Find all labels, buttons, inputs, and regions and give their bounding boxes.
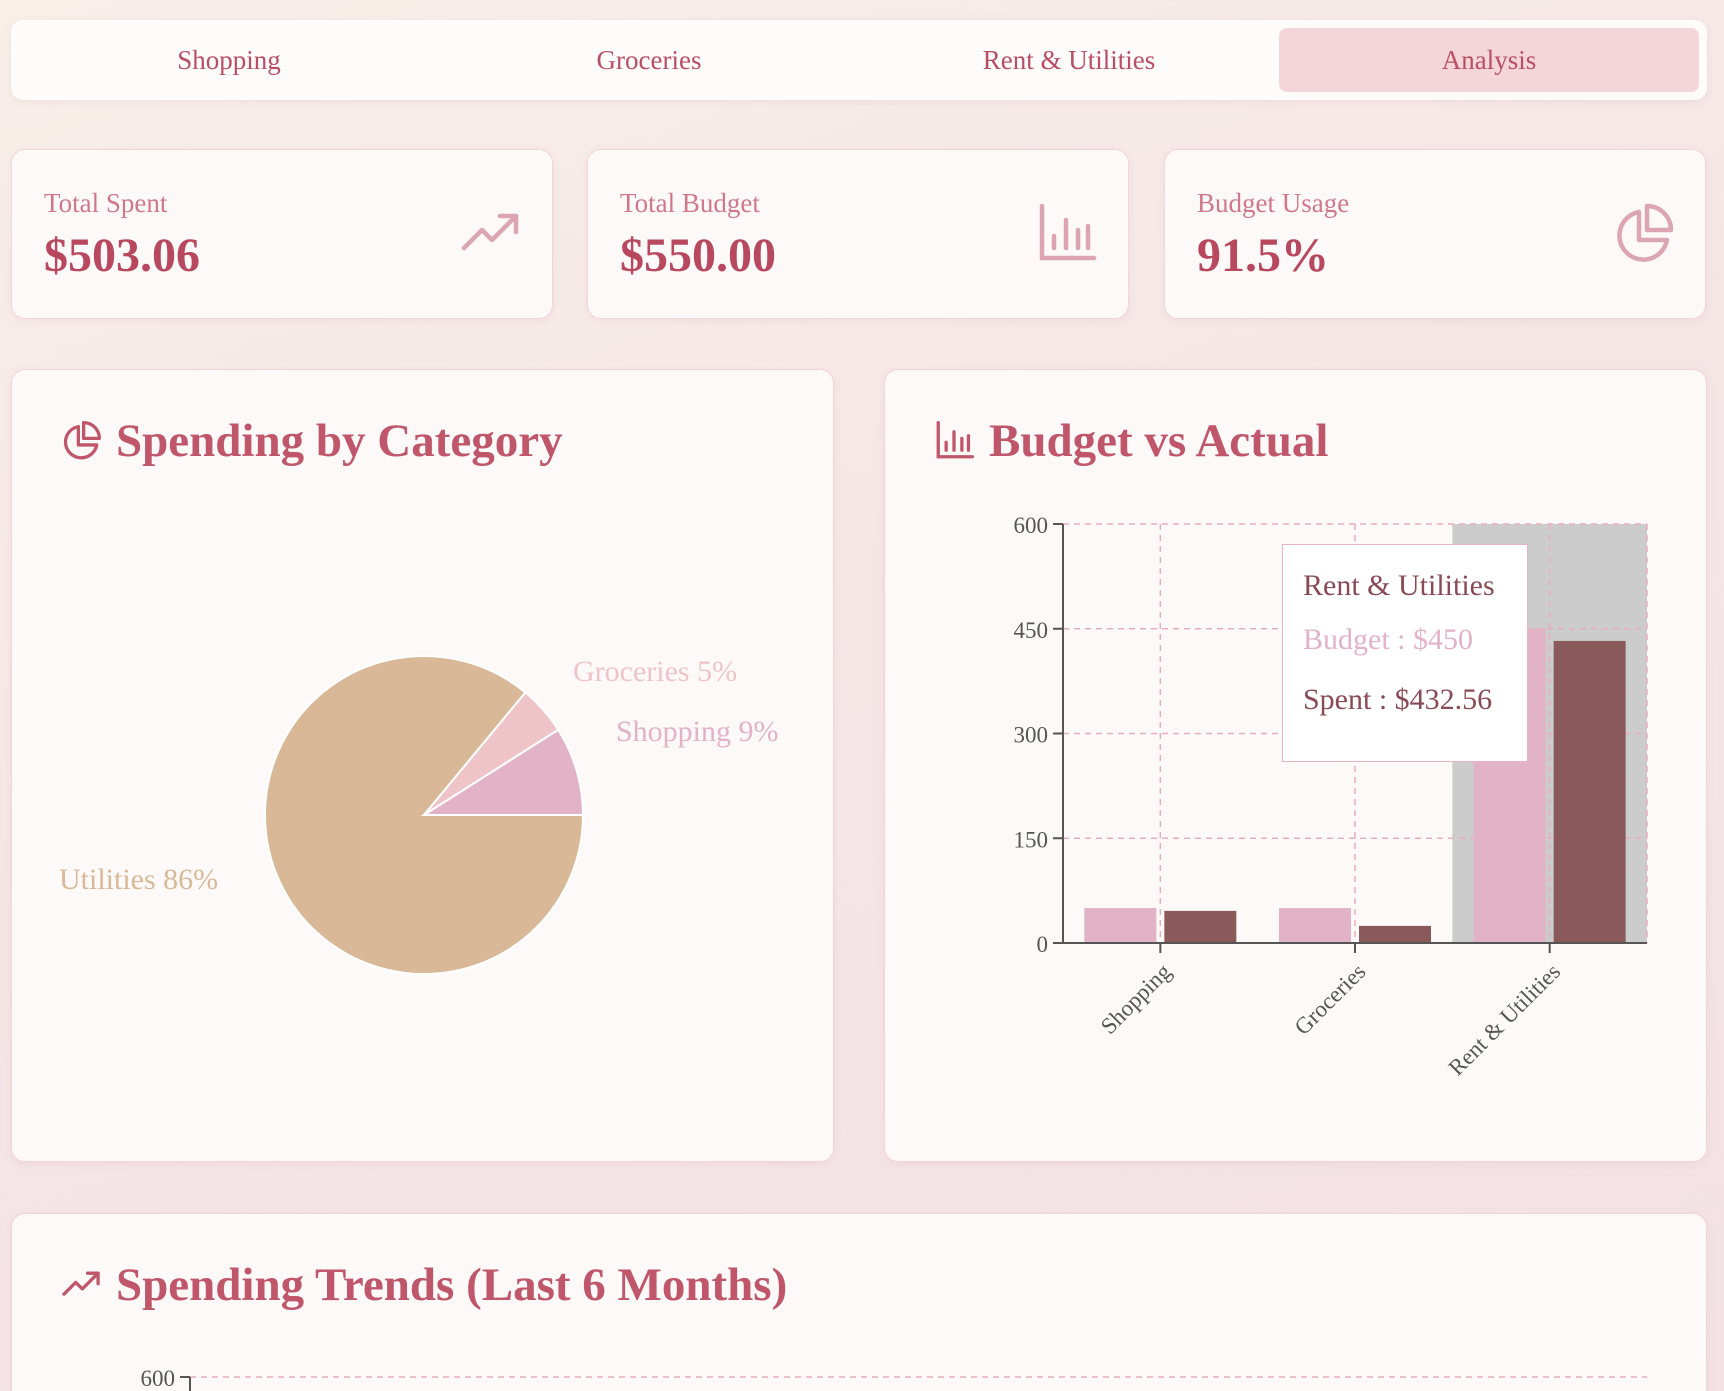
bar-tooltip: Rent & Utilities Budget : $450 Spent : $…: [1282, 544, 1528, 762]
bar-chart-icon: [936, 420, 975, 459]
tooltip-title: Rent & Utilities: [1303, 569, 1495, 602]
stat-label: Budget Usage: [1197, 188, 1350, 218]
stat-card-total-budget: Total Budget $550.00: [587, 149, 1129, 319]
stat-card-budget-usage: Budget Usage 91.5%: [1164, 149, 1706, 319]
tooltip-spent: Spent : $432.56: [1303, 683, 1493, 716]
stat-card-total-spent: Total Spent $503.06: [11, 149, 553, 319]
stat-value: $503.06: [44, 229, 200, 282]
trending-up-icon: [461, 213, 519, 251]
pie-label: Groceries 5%: [573, 655, 737, 688]
spending-by-category-panel: Spending by Category Utilities 86% Grocer…: [11, 369, 834, 1162]
stat-label: Total Budget: [620, 188, 760, 218]
trending-up-icon: [62, 1271, 100, 1296]
pie-chart-icon: [63, 420, 102, 460]
tab-groceries[interactable]: Groceries: [596, 44, 702, 75]
pie-label: Shopping 9%: [616, 715, 779, 748]
panel-title: Spending Trends (Last 6 Months): [116, 1259, 788, 1311]
tab-shopping[interactable]: Shopping: [177, 44, 281, 75]
pie-chart-icon: [1617, 203, 1674, 262]
pie-chart: Utilities 86% Groceries 5% Shopping 9%: [59, 655, 779, 975]
tab-analysis[interactable]: Analysis: [1279, 28, 1699, 92]
spending-trends-panel: Spending Trends (Last 6 Months): [11, 1213, 1707, 1391]
pie-label: Utilities 86%: [59, 863, 218, 896]
pie-slice: [420, 728, 585, 816]
budget-vs-actual-panel: Budget vs Actual: [884, 369, 1707, 1162]
tab-rent-utilities[interactable]: Rent & Utilities: [982, 44, 1156, 75]
stat-value: $550.00: [620, 229, 776, 282]
stat-value: 91.5%: [1197, 229, 1329, 282]
tab-bar: Shopping Groceries Rent & Utilities Anal…: [11, 20, 1707, 100]
tooltip-budget: Budget : $450: [1303, 623, 1473, 656]
panel-title: Budget vs Actual: [989, 415, 1329, 467]
stat-label: Total Spent: [44, 188, 168, 218]
panel-title: Spending by Category: [116, 415, 563, 467]
bar-chart-icon: [1039, 203, 1097, 261]
